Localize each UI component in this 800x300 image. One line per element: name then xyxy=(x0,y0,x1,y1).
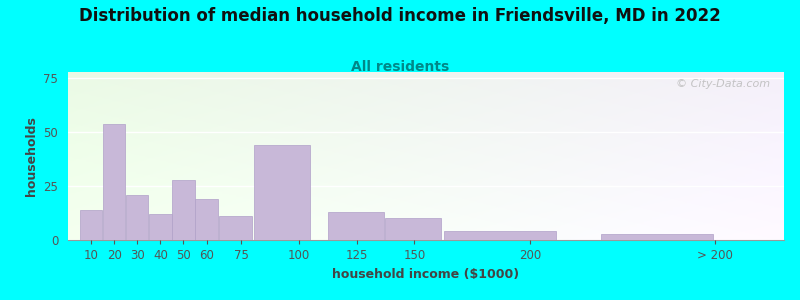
Text: © City-Data.com: © City-Data.com xyxy=(675,79,770,89)
X-axis label: household income ($1000): household income ($1000) xyxy=(333,268,519,281)
Text: Distribution of median household income in Friendsville, MD in 2022: Distribution of median household income … xyxy=(79,8,721,26)
Bar xyxy=(80,210,102,240)
Bar xyxy=(195,199,218,240)
Y-axis label: households: households xyxy=(25,116,38,196)
Bar xyxy=(218,216,252,240)
Bar xyxy=(172,180,194,240)
Bar xyxy=(327,212,383,240)
Bar xyxy=(444,231,556,240)
Bar xyxy=(149,214,171,240)
Bar xyxy=(386,218,442,240)
Bar xyxy=(103,124,126,240)
Text: All residents: All residents xyxy=(351,60,449,74)
Bar xyxy=(126,195,149,240)
Bar xyxy=(601,233,713,240)
Bar xyxy=(254,145,310,240)
